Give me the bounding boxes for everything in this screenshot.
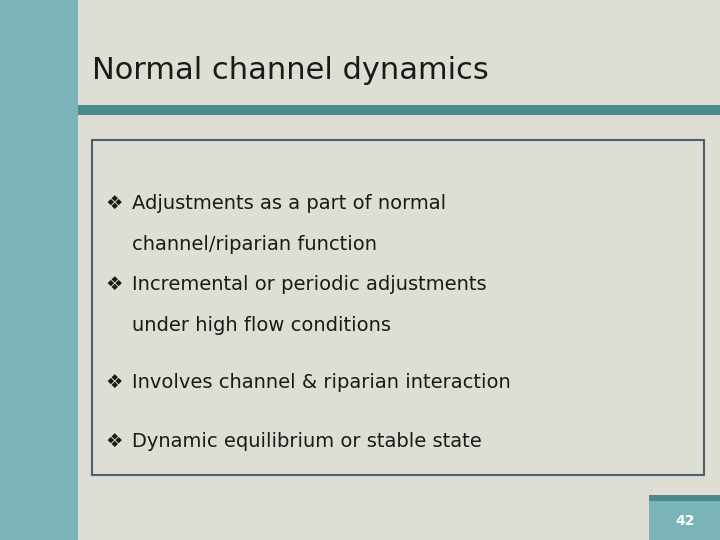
Text: Incremental or periodic adjustments: Incremental or periodic adjustments <box>132 275 487 294</box>
Text: channel/riparian function: channel/riparian function <box>132 235 377 254</box>
Text: ❖: ❖ <box>105 432 122 451</box>
Bar <box>0 0 78 540</box>
Text: under high flow conditions: under high flow conditions <box>132 316 391 335</box>
Text: Involves channel & riparian interaction: Involves channel & riparian interaction <box>132 373 510 392</box>
Bar <box>78 105 720 115</box>
FancyBboxPatch shape <box>92 140 704 475</box>
Text: Normal channel dynamics: Normal channel dynamics <box>92 56 489 85</box>
Bar <box>649 495 720 501</box>
Text: 42: 42 <box>675 514 695 528</box>
Bar <box>649 501 720 540</box>
Text: ❖: ❖ <box>105 275 122 294</box>
Text: ❖: ❖ <box>105 373 122 392</box>
Text: Adjustments as a part of normal: Adjustments as a part of normal <box>132 194 446 213</box>
Text: ❖: ❖ <box>105 194 122 213</box>
Text: Dynamic equilibrium or stable state: Dynamic equilibrium or stable state <box>132 432 482 451</box>
